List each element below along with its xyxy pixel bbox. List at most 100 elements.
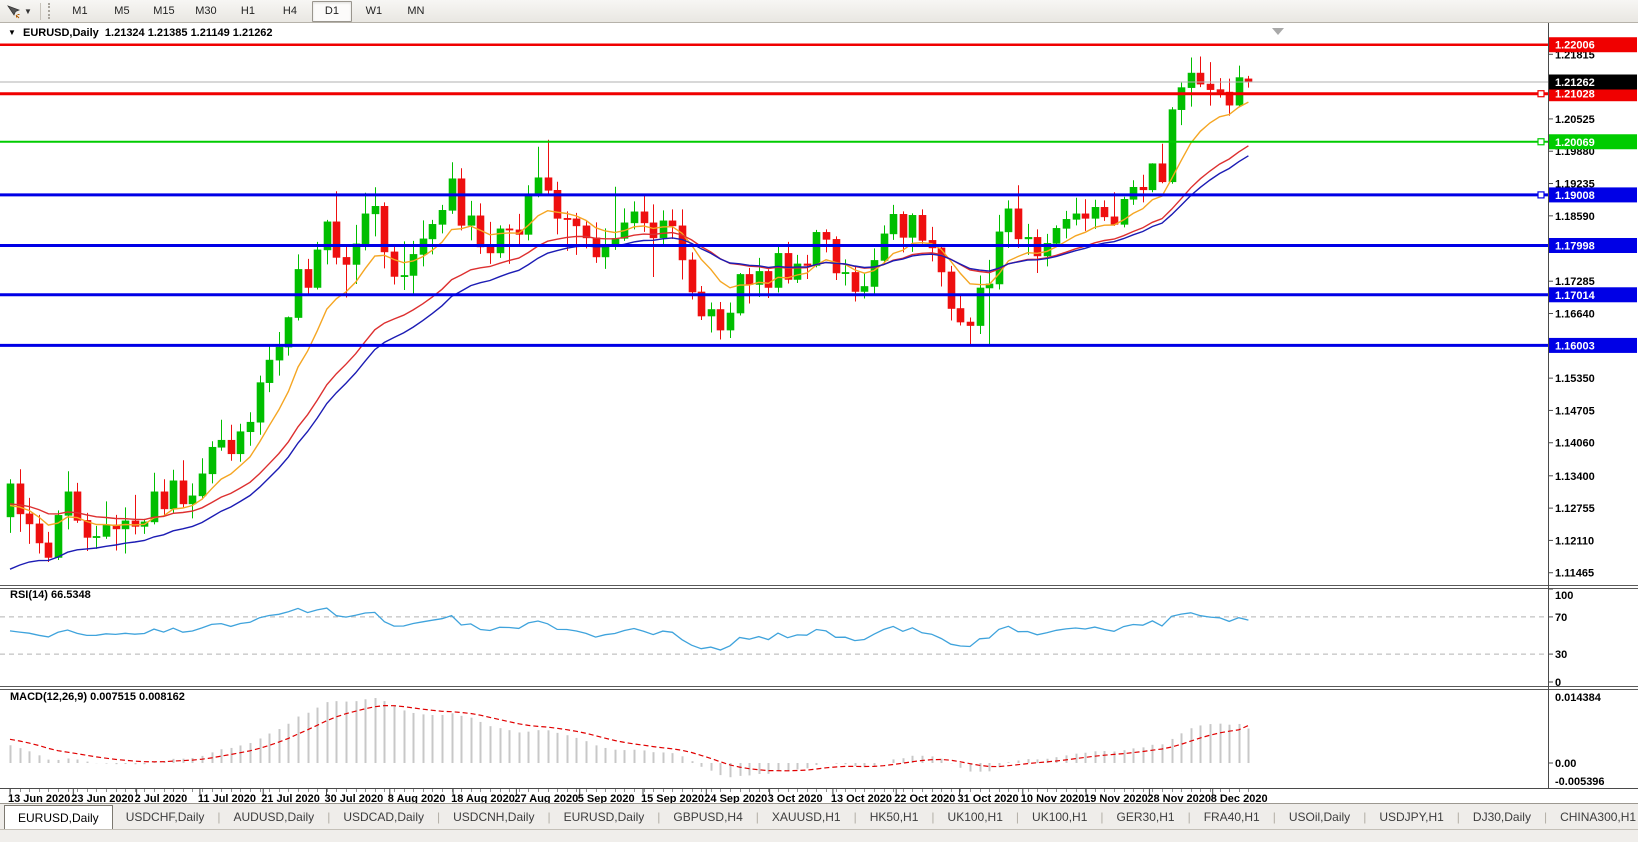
timeframe-button-h1[interactable]: H1 [240,4,255,17]
chart-tab-china300-h1[interactable]: CHINA300,H1 [1560,809,1637,824]
price-axis-label: 1.20525 [1555,114,1595,126]
date-axis-label: 8 Dec 2020 [1211,793,1268,803]
tab-divider: | [327,809,331,824]
tab-divider: | [217,809,221,824]
date-axis-label: 21 Jul 2020 [261,793,320,803]
chart-tabbar: EURUSD,Daily USDCHF,Daily | AUDUSD,Daily | US… [0,803,1638,829]
price-tag-1.16003 [1549,337,1637,353]
chart-title: ▼ EURUSD,Daily 1.21324 1.21385 1.21149 1… [8,27,273,39]
timeframe-button-w1[interactable]: W1 [365,4,383,17]
chart-tab-gbpusd-h4[interactable]: GBPUSD,H4 [673,809,743,824]
price-tag-1.21262 [1549,74,1637,90]
chart-symbol-label: EURUSD,Daily [22,27,99,39]
price-axis-label: 1.17285 [1555,276,1595,288]
ma-fast-line[interactable] [9,101,1249,527]
price-chart-canvas[interactable]: 1.218151.205251.198801.192351.185901.172… [0,23,1638,803]
hline-handle-1.20069[interactable] [1537,138,1545,146]
date-axis-label: 24 Sep 2020 [704,793,767,803]
toolbar-grip-handle[interactable] [47,3,54,19]
date-axis-label: 10 Nov 2020 [1021,793,1085,803]
ohlc-low: 1.21149 [190,27,230,39]
chart-tab-dj30-daily[interactable]: DJ30,Daily [1472,809,1531,824]
date-axis-label: 13 Jun 2020 [8,793,70,803]
price-axis: 1.218151.205251.198801.192351.185901.172… [1548,37,1637,788]
price-axis-label: 1.12110 [1555,535,1594,547]
status-strip [0,829,1638,842]
price-axis-label: 1.14705 [1555,405,1595,417]
date-axis: 13 Jun 2020 23 Jun 2020 2 Jul 2020 11 Jul 2… [8,789,1268,803]
chart-tab-usoil-daily[interactable]: USOil,Daily [1288,809,1351,824]
price-tag-label: 1.17998 [1555,240,1595,252]
tab-divider: | [1187,809,1191,824]
macd-axis-label: -0.005396 [1555,776,1605,788]
collapse-panel-icon[interactable]: ▼ [8,28,16,37]
timeframe-button-mn[interactable]: MN [407,4,425,17]
price-tag-label: 1.21028 [1555,89,1595,101]
macd-axis-label: 0.014384 [1555,692,1602,704]
date-axis-label: 3 Oct 2020 [768,793,823,803]
rsi-line [9,607,1249,651]
price-axis-label: 1.18590 [1555,211,1595,223]
chart-tab-hk50-h1[interactable]: HK50,H1 [869,809,919,824]
price-tag-label: 1.21262 [1555,77,1595,89]
chart-tab-usdchf-daily[interactable]: USDCHF,Daily [125,809,205,824]
ohlc-close: 1.21262 [232,27,273,39]
macd-signal-line [9,704,1249,772]
timeframe-button-m1[interactable]: M1 [72,4,88,17]
price-axis-label: 1.13400 [1555,471,1595,483]
timeframe-button-m15[interactable]: M15 [153,4,175,17]
ohlc-high: 1.21385 [147,27,188,39]
tab-divider: | [1543,809,1548,824]
price-tag-label: 1.16003 [1555,340,1595,352]
chart-tab-usdjpy-h1[interactable]: USDJPY,H1 [1379,809,1444,824]
price-tag-1.21028 [1549,86,1637,102]
chart-tab-eurusd-daily[interactable]: EURUSD,Daily [563,809,645,824]
price-axis-label: 1.11465 [1555,568,1594,580]
tab-divider: | [657,809,661,824]
macd-histogram [9,698,1250,778]
price-tag-1.20069 [1549,134,1637,150]
chart-tab-usdcad-daily[interactable]: USDCAD,Daily [343,809,424,824]
macd-axis-label: 0.00 [1555,758,1576,770]
timeframe-button-h4[interactable]: H4 [282,4,297,17]
chart-region[interactable]: 1.21815 1.20525 1.19880 1.19235 1.18590 1.172… [0,23,1638,803]
chart-tab-ger30-h1[interactable]: GER30,H1 [1116,809,1175,824]
chart-tab-uk100-h1[interactable]: UK100,H1 [1032,809,1088,824]
date-axis-label: 2 Jul 2020 [135,793,188,803]
price-tag-1.22006 [1549,37,1637,53]
chart-tab-audusd-daily[interactable]: AUDUSD,Daily [233,809,315,824]
hline-handle-1.19008[interactable] [1537,191,1545,199]
price-axis-label: 1.14060 [1555,438,1595,450]
chart-tab-uk100-h1[interactable]: UK100,H1 [947,809,1003,824]
tab-divider: | [931,809,935,824]
hline-handle-1.21028[interactable] [1537,90,1545,98]
chart-background [0,23,1638,803]
chart-tab-eurusd-daily-active[interactable]: EURUSD,Daily [4,805,113,829]
chart-tab-usdcnh-daily[interactable]: USDCNH,Daily [453,809,535,824]
date-axis-label: 30 Jul 2020 [325,793,384,803]
timeframe-button-d1[interactable]: D1 [311,0,352,22]
price-tag-1.17998 [1549,237,1637,253]
price-tag-label: 1.22006 [1555,40,1595,52]
date-axis-label: 27 Aug 2020 [514,793,578,803]
chevron-down-icon[interactable]: ▼ [24,6,32,16]
chart-tab-xauusd-h1[interactable]: XAUUSD,H1 [771,809,841,824]
rsi-axis-label: 100 [1555,590,1573,602]
timeframe-button-m5[interactable]: M5 [114,4,130,17]
price-axis-label: 1.12755 [1555,503,1595,515]
ohlc-open: 1.21324 [104,27,145,39]
date-axis-label: 8 Aug 2020 [388,793,446,803]
chart-tab-fra40-h1[interactable]: FRA40,H1 [1203,809,1260,824]
chart-shift-marker-icon[interactable] [1272,28,1284,35]
tab-divider: | [547,809,551,824]
date-axis-label: 28 Nov 2020 [1147,793,1211,803]
ma-slow-line[interactable] [9,155,1249,570]
date-axis-label: 13 Oct 2020 [831,793,892,803]
rsi-axis-label: 30 [1555,649,1567,661]
chart-cursor-icon[interactable] [4,3,22,20]
price-tag-label: 1.19008 [1555,190,1595,202]
tab-divider: | [1015,809,1020,824]
timeframe-button-m30[interactable]: M30 [195,4,217,17]
date-axis-label: 22 Oct 2020 [894,793,955,803]
price-tag-1.17014 [1549,287,1637,303]
